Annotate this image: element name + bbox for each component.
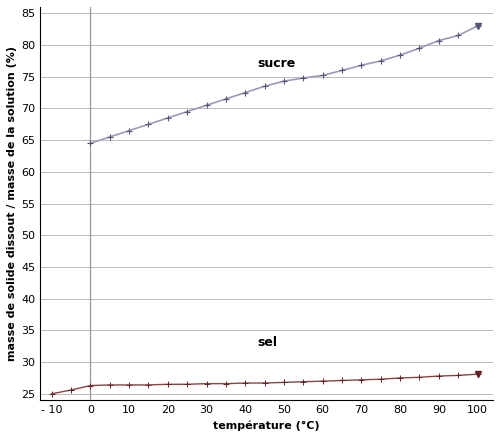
- Text: sel: sel: [257, 336, 277, 349]
- Y-axis label: masse de solide dissout / masse de la solution (%): masse de solide dissout / masse de la so…: [7, 46, 17, 361]
- X-axis label: température (°C): température (°C): [214, 420, 320, 431]
- Text: sucre: sucre: [257, 57, 295, 70]
